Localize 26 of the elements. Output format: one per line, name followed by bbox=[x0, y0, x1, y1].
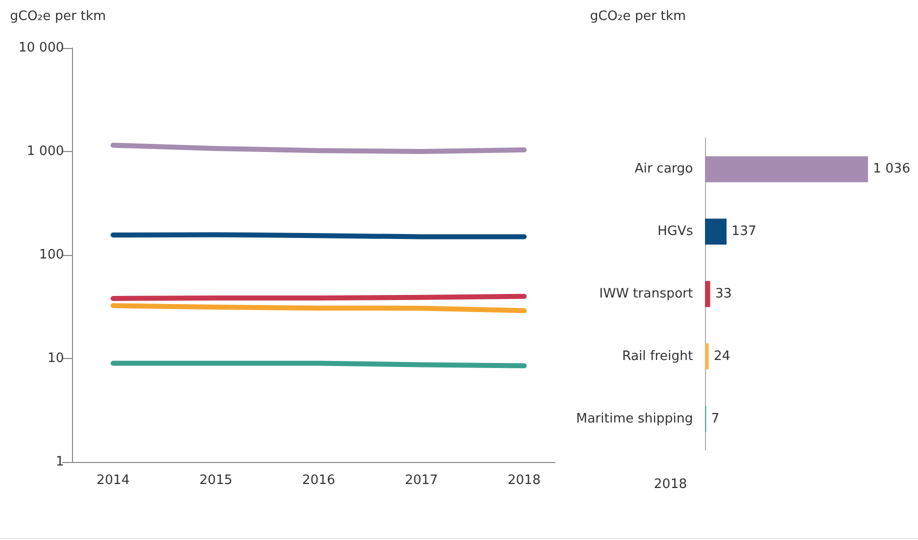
x-tick-label: 2015 bbox=[199, 473, 232, 488]
data-label: 33 bbox=[715, 286, 732, 302]
bar bbox=[705, 343, 709, 370]
y-tick-label: Maritime shipping bbox=[576, 411, 693, 426]
x-tick-label: 2018 bbox=[508, 473, 541, 488]
data-label: 7 bbox=[711, 411, 720, 426]
x-tick-label: 2014 bbox=[96, 473, 130, 488]
data-label: 24 bbox=[714, 348, 730, 364]
y-tick-label: 10 000 bbox=[18, 40, 64, 56]
y-tick-label: 10 bbox=[47, 351, 64, 366]
x-tick-label: 2016 bbox=[302, 473, 336, 488]
x-tick-label: 2017 bbox=[404, 473, 438, 488]
bar bbox=[705, 218, 727, 245]
y-tick-label: 1 bbox=[56, 454, 64, 470]
data-label: 1 036 bbox=[873, 162, 910, 177]
y-tick-label: HGVs bbox=[657, 224, 694, 240]
y-tick-label: IWW transport bbox=[599, 286, 693, 302]
y-tick-label: Air cargo bbox=[634, 162, 694, 177]
data-label: 137 bbox=[732, 224, 756, 240]
y-tick-label: 1 000 bbox=[26, 144, 64, 159]
y-axis-title: gCO₂e per tkm bbox=[590, 9, 686, 24]
y-tick-label: 100 bbox=[39, 248, 64, 262]
y-tick-label: Rail freight bbox=[622, 348, 693, 364]
bar bbox=[705, 156, 868, 182]
bar bbox=[705, 281, 710, 307]
y-axis-title: gCO₂e per tkm bbox=[10, 9, 106, 24]
